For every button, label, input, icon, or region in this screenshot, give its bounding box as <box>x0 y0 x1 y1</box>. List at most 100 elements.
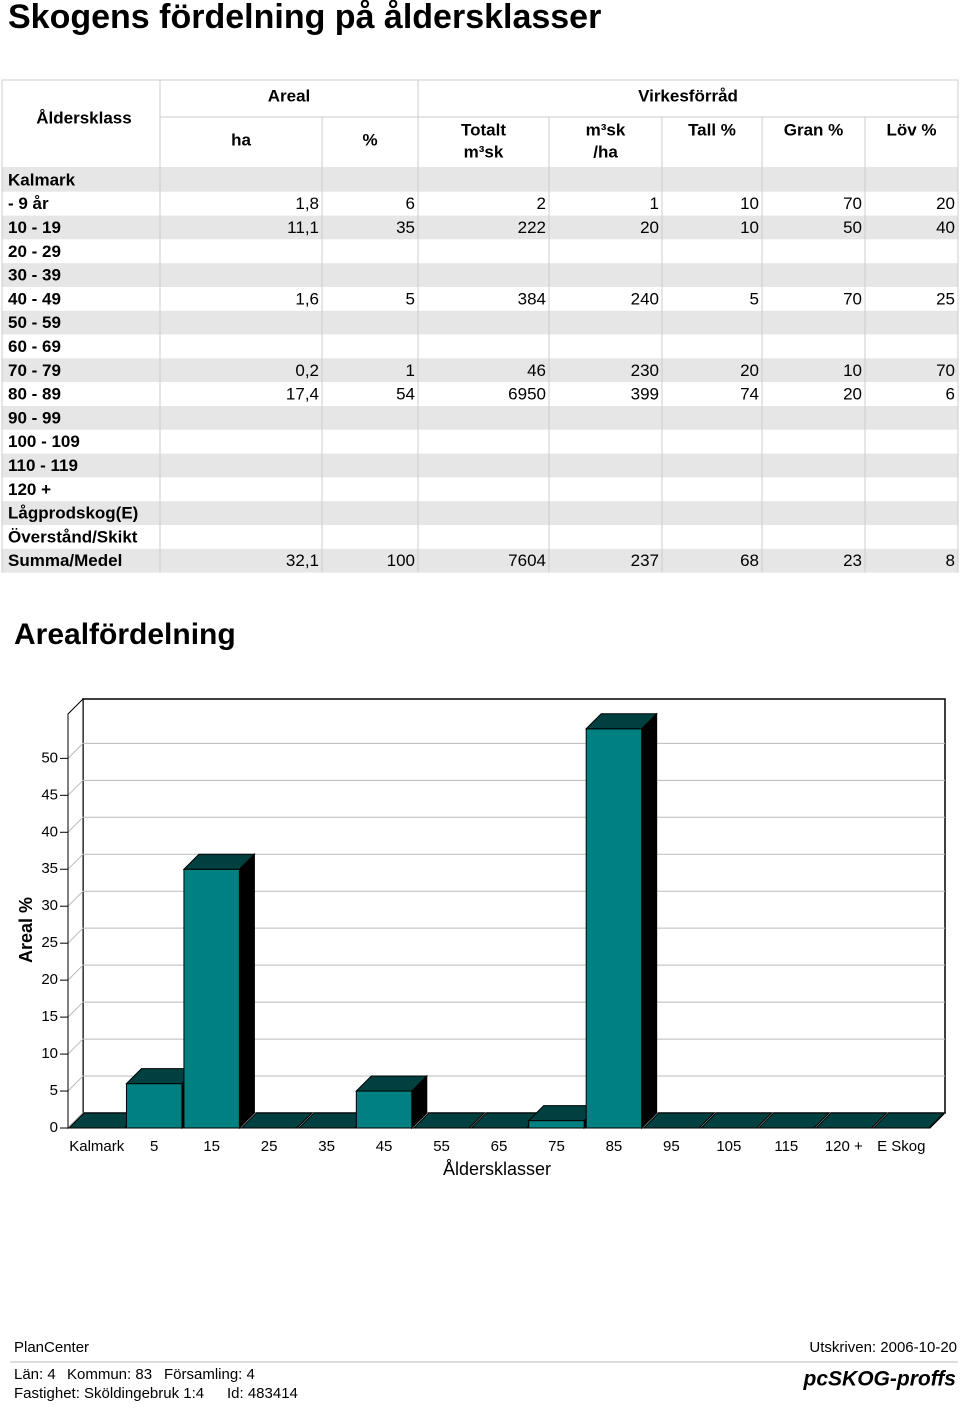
grid-line <box>67 779 945 796</box>
cell: 50 <box>843 218 862 237</box>
cell: 10 <box>740 218 759 237</box>
row-header: Åldersklass <box>36 108 131 127</box>
y-tick-label: 10 <box>41 1045 58 1062</box>
x-tick-label: 25 <box>261 1138 278 1155</box>
cell: 10 <box>843 361 862 380</box>
row-label: 110 - 119 <box>8 456 78 475</box>
cell: 222 <box>518 218 546 237</box>
row-bg <box>2 382 958 406</box>
x-tick-label: 45 <box>376 1138 393 1155</box>
x-tick-label: 35 <box>318 1138 335 1155</box>
row-label: Överstånd/Skikt <box>8 527 138 546</box>
column-header: % <box>362 130 377 149</box>
logo: pcSKOG-proffs <box>803 1368 956 1391</box>
row-bg <box>2 239 958 264</box>
column-header: Tall % <box>688 120 736 139</box>
group-header: Virkesförråd <box>638 86 738 105</box>
row-label: 120 + <box>8 480 51 499</box>
y-tick-label: 5 <box>50 1082 58 1099</box>
grid-line <box>67 1112 945 1129</box>
grid-line <box>67 890 945 907</box>
cell: 2 <box>537 194 546 213</box>
x-tick-label: 65 <box>491 1138 508 1155</box>
x-tick-label: Kalmark <box>69 1138 125 1155</box>
footer-info: Församling: 4 <box>164 1366 255 1383</box>
grid-line <box>67 742 945 759</box>
bar-top <box>642 1112 716 1129</box>
grid-line <box>67 1038 945 1055</box>
row-label: 70 - 79 <box>8 361 61 380</box>
cell: 100 <box>387 551 415 570</box>
cell: 20 <box>740 361 759 380</box>
page-title: Skogens fördelning på åldersklasser <box>8 0 601 36</box>
grid-line <box>67 853 945 870</box>
row-label: Kalmark <box>8 170 76 189</box>
column-header: Totalt <box>461 120 506 139</box>
cell: 237 <box>631 551 659 570</box>
y-tick-label: 50 <box>41 749 58 766</box>
cell: 5 <box>750 289 759 308</box>
y-tick-label: 20 <box>41 971 58 988</box>
row-bg <box>2 548 958 573</box>
row-bg <box>2 358 958 383</box>
y-axis-title: Areal % <box>16 897 36 963</box>
cell: 70 <box>936 361 955 380</box>
cell: 6950 <box>508 385 546 404</box>
cell: 11,1 <box>287 218 319 237</box>
row-bg <box>2 310 958 335</box>
row-bg <box>2 168 958 192</box>
cell: 20 <box>843 385 862 404</box>
footer-property: Fastighet: Sköldingebruk 1:4 <box>14 1385 204 1402</box>
row-bg <box>2 334 958 359</box>
row-label: 10 - 19 <box>8 218 61 237</box>
row-label: Summa/Medel <box>8 551 122 570</box>
cell: 399 <box>631 385 659 404</box>
cell: 70 <box>843 194 862 213</box>
bar-top <box>814 1112 888 1129</box>
cell: 70 <box>843 289 862 308</box>
row-label: 90 - 99 <box>8 408 61 427</box>
x-tick-label: 115 <box>774 1138 798 1155</box>
footer-right: Utskriven: 2006-10-20 <box>809 1339 957 1356</box>
cell: 6 <box>946 385 955 404</box>
row-label: 40 - 49 <box>8 289 61 308</box>
column-header: m³sk <box>464 142 504 161</box>
row-label: - 9 år <box>8 194 49 213</box>
y-tick-label: 35 <box>41 860 58 877</box>
cell: 10 <box>740 194 759 213</box>
row-bg <box>2 429 958 454</box>
row-label: Lågprodskog(E) <box>8 504 138 523</box>
y-tick-label: 25 <box>41 934 58 951</box>
footer-id: Id: 483414 <box>227 1385 298 1402</box>
x-tick-label: 55 <box>433 1138 450 1155</box>
y-tick-label: 0 <box>50 1119 58 1136</box>
cell: 68 <box>740 551 759 570</box>
x-tick-label: E Skog <box>877 1138 925 1155</box>
cell: 1,6 <box>295 289 319 308</box>
cell: 0,2 <box>295 361 319 380</box>
cell: 8 <box>946 551 955 570</box>
bar-top <box>757 1112 831 1129</box>
x-tick-label: 75 <box>548 1138 565 1155</box>
cell: 7604 <box>508 551 546 570</box>
cell: 1 <box>650 194 659 213</box>
y-tick-label: 15 <box>41 1008 58 1025</box>
bar <box>528 1120 585 1129</box>
x-tick-label: 5 <box>150 1138 158 1155</box>
grid-line <box>67 927 945 944</box>
cell: 35 <box>396 218 415 237</box>
group-header: Areal <box>268 86 311 105</box>
x-axis-title: Åldersklasser <box>443 1159 551 1179</box>
row-bg <box>2 287 958 311</box>
bar-top <box>412 1112 486 1129</box>
row-label: 30 - 39 <box>8 266 61 285</box>
bar-top <box>584 713 658 730</box>
grid-line <box>67 964 945 981</box>
side-wall <box>67 697 84 1130</box>
row-label: 60 - 69 <box>8 337 61 356</box>
chart-title: Arealfördelning <box>14 618 236 651</box>
footer-left: PlanCenter <box>14 1339 89 1356</box>
bar <box>355 1090 413 1129</box>
cell: 23 <box>843 551 862 570</box>
